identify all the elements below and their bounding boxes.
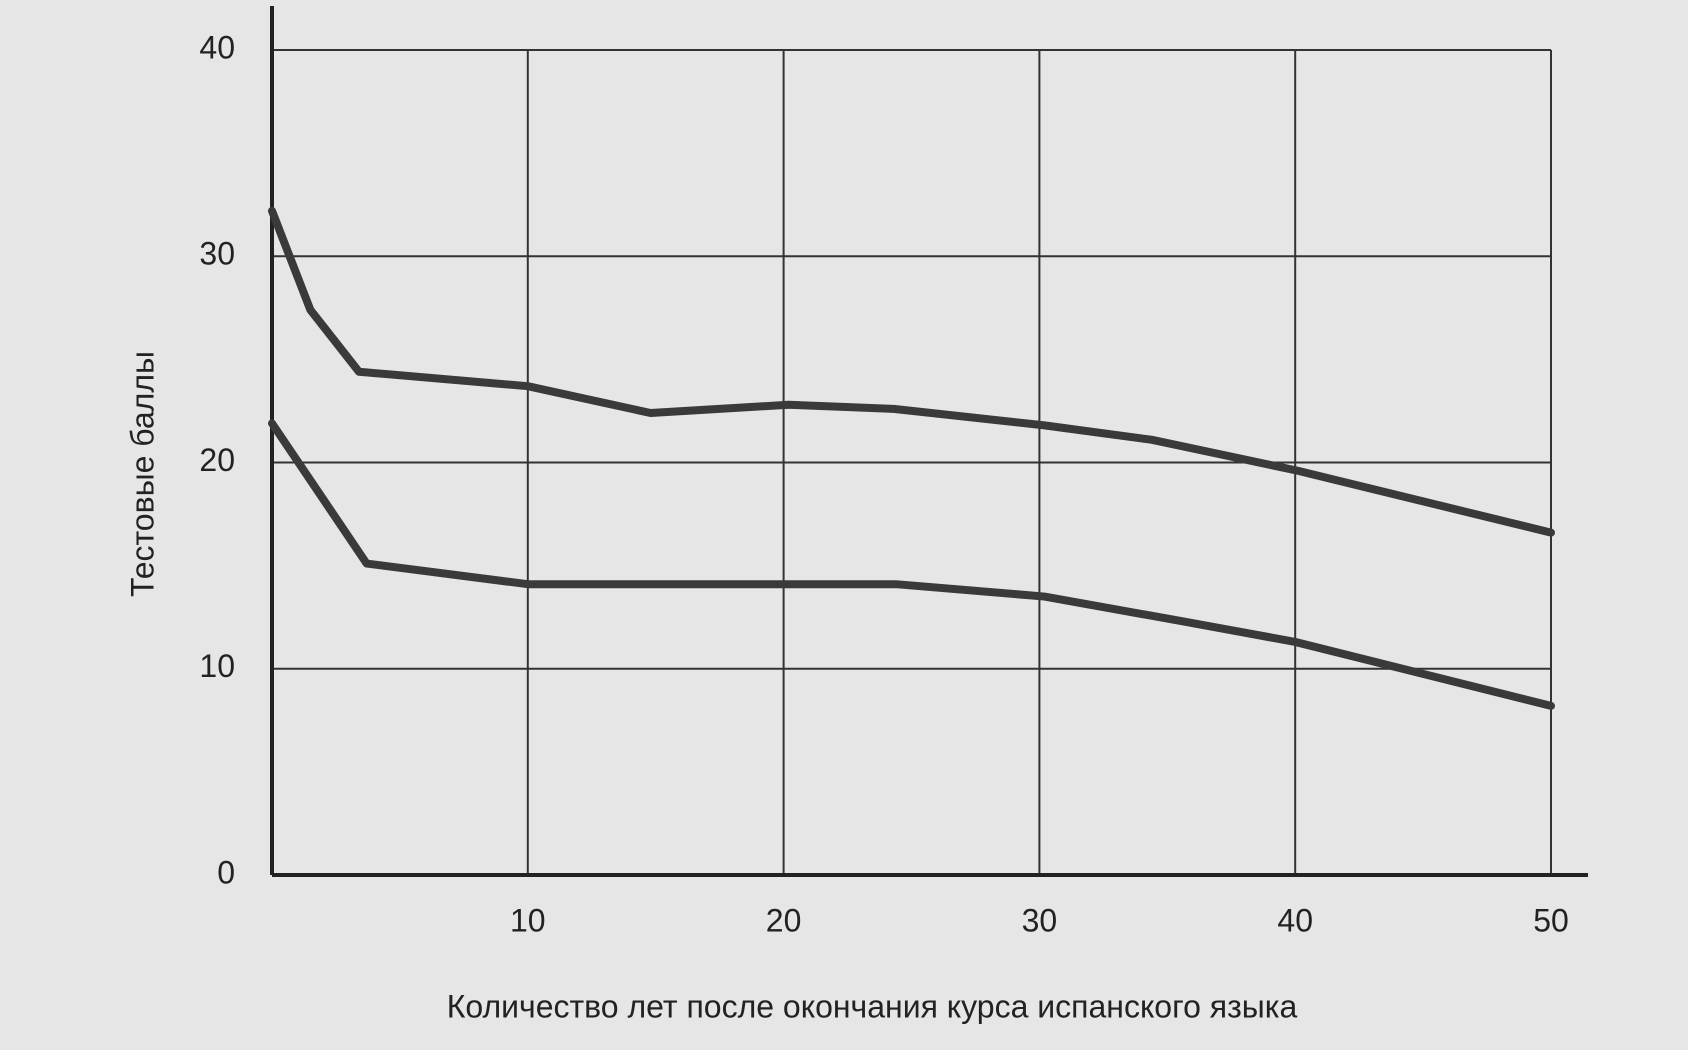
x-axis-label: Количество лет после окончания курса исп… [447, 988, 1298, 1024]
x-tick-label: 10 [510, 902, 546, 938]
y-axis-label: Тестовые баллы [124, 351, 160, 597]
line [268, 206, 1555, 537]
x-tick-label: 30 [1022, 902, 1058, 938]
line [268, 419, 1555, 710]
y-tick-label: 20 [199, 442, 235, 478]
y-tick-label: 0 [217, 854, 235, 890]
x-tick-label: 20 [766, 902, 802, 938]
y-tick-label: 30 [199, 236, 235, 272]
x-tick-label: 50 [1533, 902, 1569, 938]
x-tick-label: 40 [1277, 902, 1313, 938]
y-tick-label: 10 [199, 648, 235, 684]
y-tick-label: 40 [199, 29, 235, 65]
